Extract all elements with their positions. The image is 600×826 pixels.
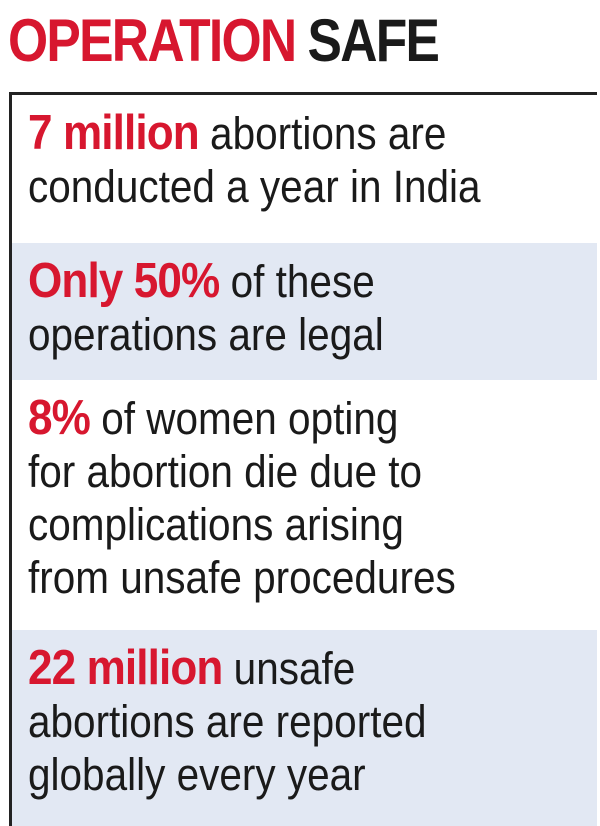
fact-line-3: complications arising bbox=[28, 499, 404, 550]
fact-line-1: 22 million unsafe bbox=[28, 642, 540, 695]
fact-text: unsafe bbox=[233, 643, 356, 694]
fact-highlight: Only 50% bbox=[28, 254, 220, 308]
fact-row: 7 million abortions are conducted a year… bbox=[12, 95, 597, 243]
fact-highlight: 22 million bbox=[28, 641, 223, 695]
fact-line-1: 7 million abortions are bbox=[28, 107, 540, 160]
fact-line-2: conducted a year in India bbox=[28, 161, 481, 212]
fact-line-2: abortions are reported bbox=[28, 696, 427, 747]
fact-text: of women opting bbox=[101, 393, 399, 444]
infographic-title: OPERATION SAFE bbox=[8, 2, 440, 80]
fact-line-2: for abortion die due to bbox=[28, 446, 423, 497]
fact-highlight: 8% bbox=[28, 391, 91, 445]
fact-highlight: 7 million bbox=[28, 106, 200, 160]
fact-text: of these bbox=[230, 256, 375, 307]
fact-row: 22 million unsafe abortions are reported… bbox=[12, 630, 597, 826]
facts-box: 7 million abortions are conducted a year… bbox=[9, 92, 597, 826]
fact-row: Only 50% of these operations are legal bbox=[12, 243, 597, 380]
title-word-safe: SAFE bbox=[307, 7, 439, 74]
fact-line-3: globally every year bbox=[28, 749, 366, 800]
fact-text: abortions are bbox=[210, 108, 447, 159]
fact-line-2: operations are legal bbox=[28, 309, 384, 360]
fact-line-4: from unsafe procedures bbox=[28, 552, 456, 603]
fact-line-1: 8% of women opting bbox=[28, 392, 540, 445]
fact-row: 8% of women opting for abortion die due … bbox=[12, 380, 597, 630]
title-word-operation: OPERATION bbox=[8, 7, 297, 74]
fact-line-1: Only 50% of these bbox=[28, 255, 540, 308]
